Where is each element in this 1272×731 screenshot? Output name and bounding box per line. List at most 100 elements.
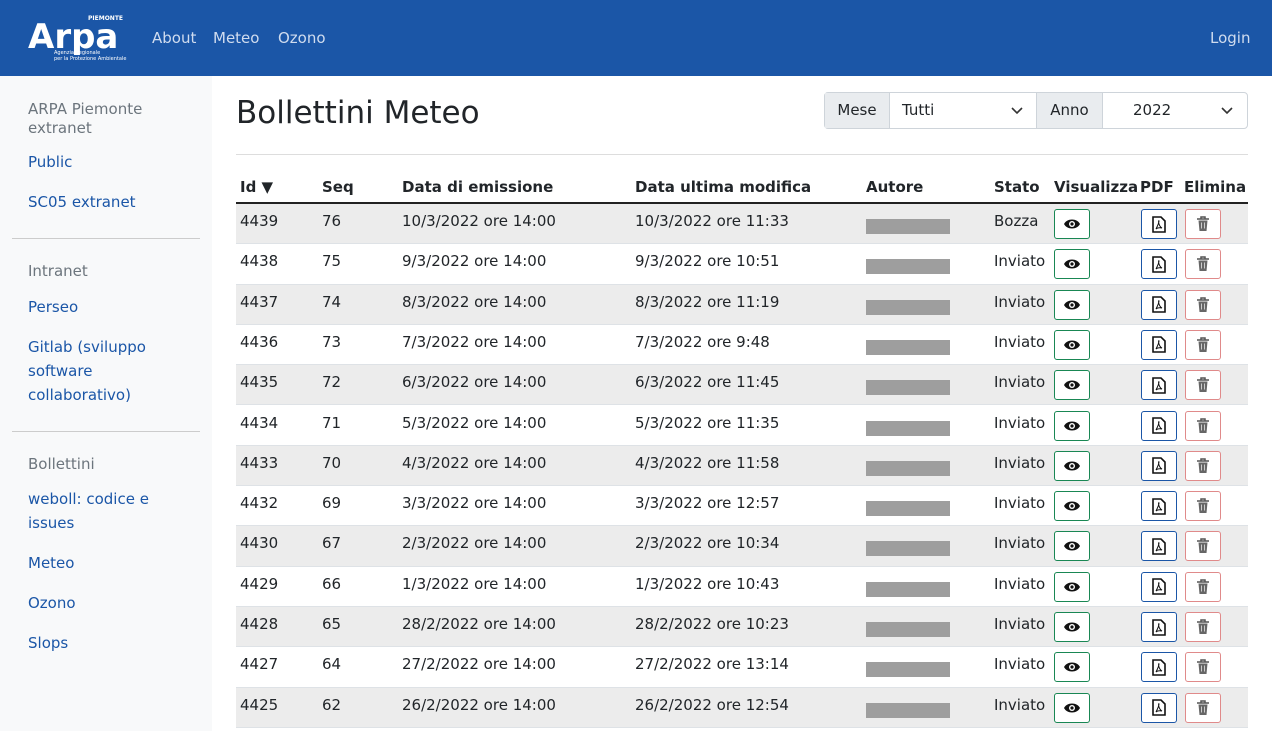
pdf-button[interactable] — [1141, 289, 1177, 320]
delete-button[interactable] — [1185, 531, 1221, 562]
year-select[interactable]: 2022 — [1133, 101, 1172, 119]
cell: 4427 — [240, 655, 279, 674]
pdf-button[interactable] — [1141, 571, 1177, 602]
cell: 65 — [322, 615, 342, 633]
column-header: Autore — [866, 178, 924, 196]
sidebar-link[interactable]: Perseo — [28, 298, 79, 316]
cell: 4428 — [240, 615, 279, 633]
logo-region: PIEMONTE — [88, 15, 123, 22]
pdf-button[interactable] — [1141, 531, 1177, 562]
cell: 5/3/2022 ore 14:00 — [402, 413, 547, 432]
delete-button[interactable] — [1185, 410, 1221, 441]
cell: 27/2/2022 ore 13:14 — [635, 655, 789, 674]
delete-button[interactable] — [1185, 249, 1221, 280]
view-button[interactable] — [1054, 571, 1090, 602]
separator — [12, 238, 200, 239]
delete-button[interactable] — [1185, 652, 1221, 683]
column-header: Seq — [322, 178, 354, 196]
cell: 4434 — [240, 413, 279, 432]
redacted-author — [866, 541, 950, 557]
column-header: Data ultima modifica — [635, 178, 812, 196]
pdf-button[interactable] — [1141, 370, 1177, 401]
cell: 4436 — [240, 332, 279, 351]
cell: 71 — [322, 413, 342, 432]
view-button[interactable] — [1054, 531, 1090, 562]
delete-button[interactable] — [1185, 289, 1221, 320]
cell: 3/3/2022 ore 12:57 — [635, 494, 780, 513]
pdf-button[interactable] — [1141, 329, 1177, 360]
pdf-button[interactable] — [1141, 692, 1177, 723]
delete-button[interactable] — [1185, 612, 1221, 642]
pdf-button[interactable] — [1141, 450, 1177, 481]
cell: 2/3/2022 ore 14:00 — [402, 534, 547, 553]
filter-label: Mese — [825, 93, 890, 128]
cell: Inviato — [994, 574, 1046, 593]
delete-button[interactable] — [1185, 370, 1221, 401]
redacted-author — [866, 380, 950, 396]
sidebar-link[interactable]: Slops — [28, 634, 69, 652]
column-header: Visualizza — [1054, 178, 1139, 196]
view-button[interactable] — [1054, 692, 1090, 723]
view-button[interactable] — [1054, 289, 1090, 320]
sidebar-link[interactable]: SC05 extranet — [28, 193, 136, 211]
view-button[interactable] — [1054, 329, 1090, 360]
view-button[interactable] — [1054, 612, 1090, 642]
delete-button[interactable] — [1185, 692, 1221, 723]
pdf-button[interactable] — [1141, 652, 1177, 683]
view-button[interactable] — [1054, 491, 1090, 522]
section-title: Bollettini — [28, 455, 95, 473]
sidebar-link[interactable]: Meteo — [28, 554, 75, 572]
nav-link[interactable]: About — [152, 29, 197, 47]
login-link[interactable]: Login — [1210, 29, 1251, 47]
logo-text: Arpa — [28, 17, 118, 57]
delete-button[interactable] — [1185, 491, 1221, 522]
delete-button[interactable] — [1185, 450, 1221, 481]
cell: 6/3/2022 ore 14:00 — [402, 373, 547, 392]
view-button[interactable] — [1054, 370, 1090, 401]
cell: 1/3/2022 ore 10:43 — [635, 574, 780, 593]
logo-line: per la Protezione Ambientale — [54, 56, 126, 62]
cell: 4/3/2022 ore 14:00 — [402, 453, 547, 472]
nav-link[interactable]: Meteo — [213, 29, 260, 47]
cell: 4429 — [240, 574, 279, 593]
nav-link[interactable]: Ozono — [278, 29, 326, 47]
chevron — [1011, 107, 1023, 115]
cell: Inviato — [994, 292, 1046, 311]
cell: Bozza — [994, 212, 1039, 230]
view-button[interactable] — [1054, 652, 1090, 683]
logo[interactable]: Arpa PIEMONTE Agenzia Regionale per la P… — [28, 14, 130, 62]
redacted-author — [866, 662, 950, 678]
cell: 3/3/2022 ore 14:00 — [402, 494, 547, 513]
view-button[interactable] — [1054, 209, 1090, 239]
cell: 26/2/2022 ore 12:54 — [635, 695, 789, 714]
filter-label: Anno — [1036, 93, 1103, 128]
view-button[interactable] — [1054, 410, 1090, 441]
delete-button[interactable] — [1185, 571, 1221, 602]
sidebar-link[interactable]: Ozono — [28, 594, 76, 612]
cell: 4438 — [240, 252, 279, 271]
cell: 9/3/2022 ore 14:00 — [402, 252, 547, 271]
cell: Inviato — [994, 252, 1046, 271]
month-select[interactable]: Tutti — [902, 101, 935, 119]
cell: Inviato — [994, 494, 1046, 513]
delete-button[interactable] — [1185, 329, 1221, 360]
sidebar-link[interactable]: Gitlab (sviluppo software collaborativo) — [28, 338, 146, 404]
pdf-button[interactable] — [1141, 209, 1177, 239]
sidebar-link[interactable]: Public — [28, 153, 73, 171]
column-header[interactable]: Id ▼ — [240, 178, 274, 196]
pdf-button[interactable] — [1141, 612, 1177, 642]
pdf-button[interactable] — [1141, 491, 1177, 522]
cell: Inviato — [994, 413, 1046, 432]
cell: 67 — [322, 534, 342, 553]
cell: 28/2/2022 ore 14:00 — [402, 615, 556, 633]
pdf-button[interactable] — [1141, 249, 1177, 280]
cell: 73 — [322, 332, 342, 351]
view-button[interactable] — [1054, 450, 1090, 481]
cell: 64 — [322, 655, 342, 674]
delete-button[interactable] — [1185, 209, 1221, 239]
pdf-button[interactable] — [1141, 410, 1177, 441]
sidebar-link[interactable]: weboll: codice e issues — [28, 490, 149, 532]
view-button[interactable] — [1054, 249, 1090, 280]
cell: 28/2/2022 ore 10:23 — [635, 615, 789, 633]
